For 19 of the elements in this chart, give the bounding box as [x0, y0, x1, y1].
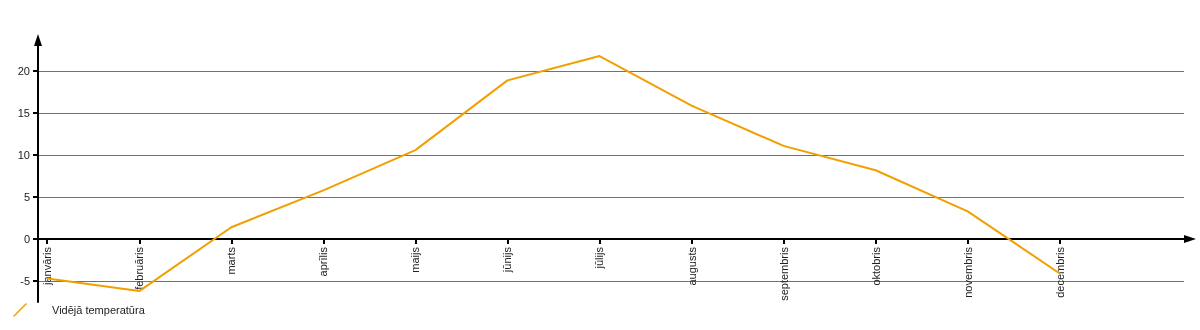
y-tick-label: 10 [17, 149, 30, 162]
x-tick-label: septembris [777, 246, 790, 301]
x-tick-label: jūlijs [593, 246, 606, 270]
x-tick-label: oktobris [869, 246, 882, 286]
legend-label: Vidējā temperatūra [52, 304, 146, 316]
x-tick-label: jūnijs [501, 246, 514, 274]
y-tick-label: 15 [17, 107, 30, 120]
x-tick-label: aprīlis [317, 246, 330, 277]
x-tick-label: decembris [1053, 246, 1066, 298]
y-tick-label: -5 [20, 275, 30, 288]
x-tick-label: maijs [409, 246, 422, 273]
y-tick-label: 20 [17, 65, 30, 78]
x-tick-label: marts [225, 246, 238, 275]
x-tick-label: augusts [685, 246, 698, 286]
x-tick-label: novembris [961, 246, 974, 298]
y-tick-label: 5 [23, 191, 30, 204]
x-tick-label: janvāris [41, 246, 54, 286]
x-tick-label: februāris [133, 246, 146, 290]
y-tick-label: 0 [23, 233, 30, 246]
